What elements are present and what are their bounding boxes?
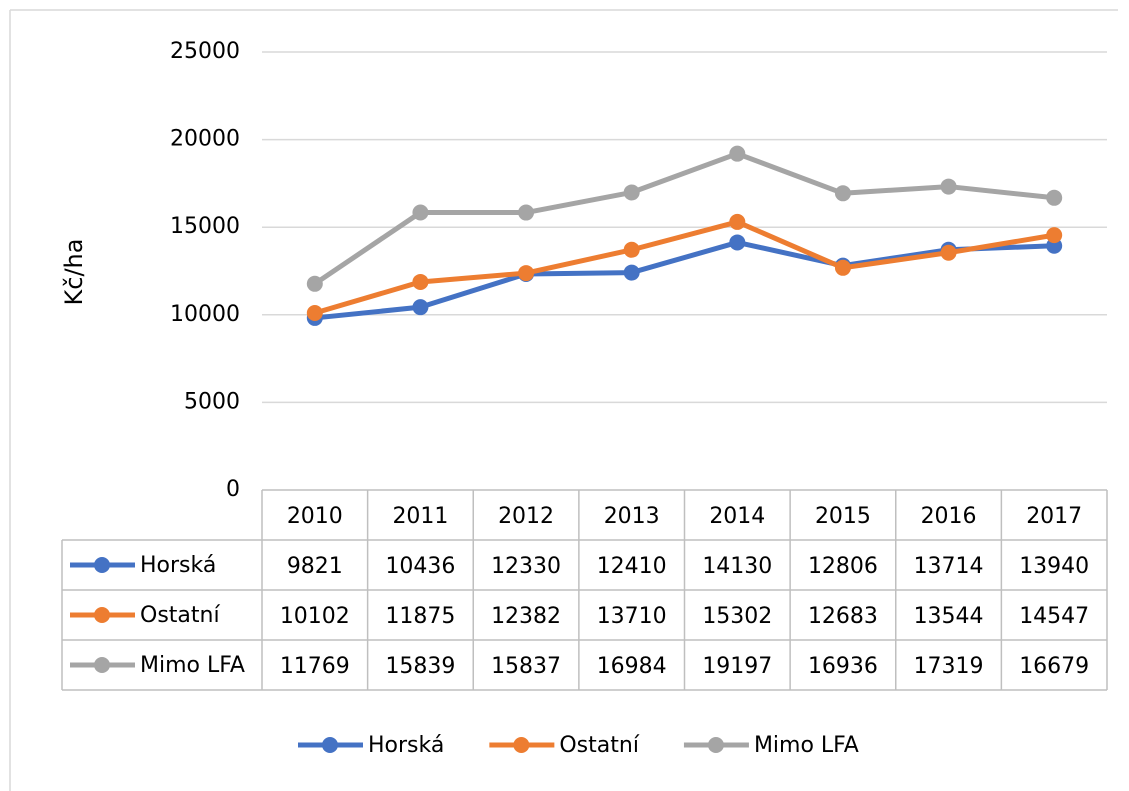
data-point — [518, 265, 535, 282]
table-value: 13940 — [1019, 554, 1089, 579]
x-tick-label: 2011 — [392, 504, 448, 529]
y-tick-label: 20000 — [170, 127, 240, 152]
table-value: 12410 — [597, 554, 667, 579]
data-point — [623, 264, 640, 281]
data-point — [518, 204, 535, 221]
table-value: 12683 — [808, 604, 878, 629]
table-value: 16936 — [808, 654, 878, 679]
table-value: 10102 — [280, 604, 350, 629]
legend-label: Ostatní — [559, 733, 639, 758]
x-tick-label: 2010 — [287, 504, 343, 529]
table-value: 11769 — [280, 654, 350, 679]
data-point — [729, 213, 746, 230]
y-tick-label: 10000 — [170, 302, 240, 327]
x-tick-label: 2013 — [604, 504, 660, 529]
data-point — [623, 241, 640, 258]
data-point — [729, 145, 746, 162]
y-tick-label: 0 — [226, 477, 240, 502]
table-value: 14130 — [702, 554, 772, 579]
data-point — [412, 273, 429, 290]
data-point — [1046, 227, 1063, 244]
table-value: 13710 — [597, 604, 667, 629]
table-value: 15839 — [385, 654, 455, 679]
series-line — [314, 219, 1055, 316]
data-point — [306, 305, 323, 322]
series-line — [314, 239, 1055, 321]
x-tick-label: 2017 — [1026, 504, 1082, 529]
legend-key — [707, 737, 724, 753]
data-point — [834, 259, 851, 276]
table-value: 12382 — [491, 604, 561, 629]
table-value: 17319 — [914, 654, 984, 679]
table-legend-label: Horská — [140, 553, 216, 578]
legend-label: Horská — [368, 733, 444, 758]
table-value: 13714 — [914, 554, 984, 579]
data-point — [306, 275, 323, 292]
y-tick-label: 25000 — [170, 39, 240, 64]
table-value: 12806 — [808, 554, 878, 579]
table-legend-key — [94, 557, 110, 573]
table-legend-key — [94, 657, 110, 673]
table-value: 14547 — [1019, 604, 1089, 629]
x-tick-label: 2016 — [921, 504, 977, 529]
legend-key — [513, 737, 530, 753]
y-tick-label: 15000 — [170, 214, 240, 239]
table-legend-label: Mimo LFA — [140, 653, 245, 678]
table-value: 15302 — [702, 604, 772, 629]
table-value: 15837 — [491, 654, 561, 679]
data-point — [412, 204, 429, 221]
data-point — [1046, 189, 1063, 206]
table-value: 10436 — [385, 554, 455, 579]
table-value: 9821 — [287, 554, 343, 579]
data-point — [940, 178, 957, 195]
table-value: 16679 — [1019, 654, 1089, 679]
x-tick-label: 2015 — [815, 504, 871, 529]
x-tick-label: 2012 — [498, 504, 554, 529]
table-legend-label: Ostatní — [140, 603, 220, 628]
legend-key — [322, 737, 338, 753]
data-point — [623, 184, 640, 201]
table-value: 12330 — [491, 554, 561, 579]
y-axis-title: Kč/ha — [60, 239, 88, 306]
table-value: 19197 — [702, 654, 772, 679]
legend-label: Mimo LFA — [754, 733, 859, 758]
table-value: 16984 — [597, 654, 667, 679]
series-line — [313, 151, 1055, 286]
data-point — [729, 234, 746, 251]
data-point — [412, 299, 429, 316]
data-point — [940, 244, 957, 261]
data-point — [834, 185, 851, 202]
table-value: 11875 — [385, 604, 455, 629]
table-value: 13544 — [914, 604, 984, 629]
y-tick-label: 5000 — [184, 389, 240, 414]
x-tick-label: 2014 — [709, 504, 765, 529]
table-legend-key — [94, 607, 110, 623]
